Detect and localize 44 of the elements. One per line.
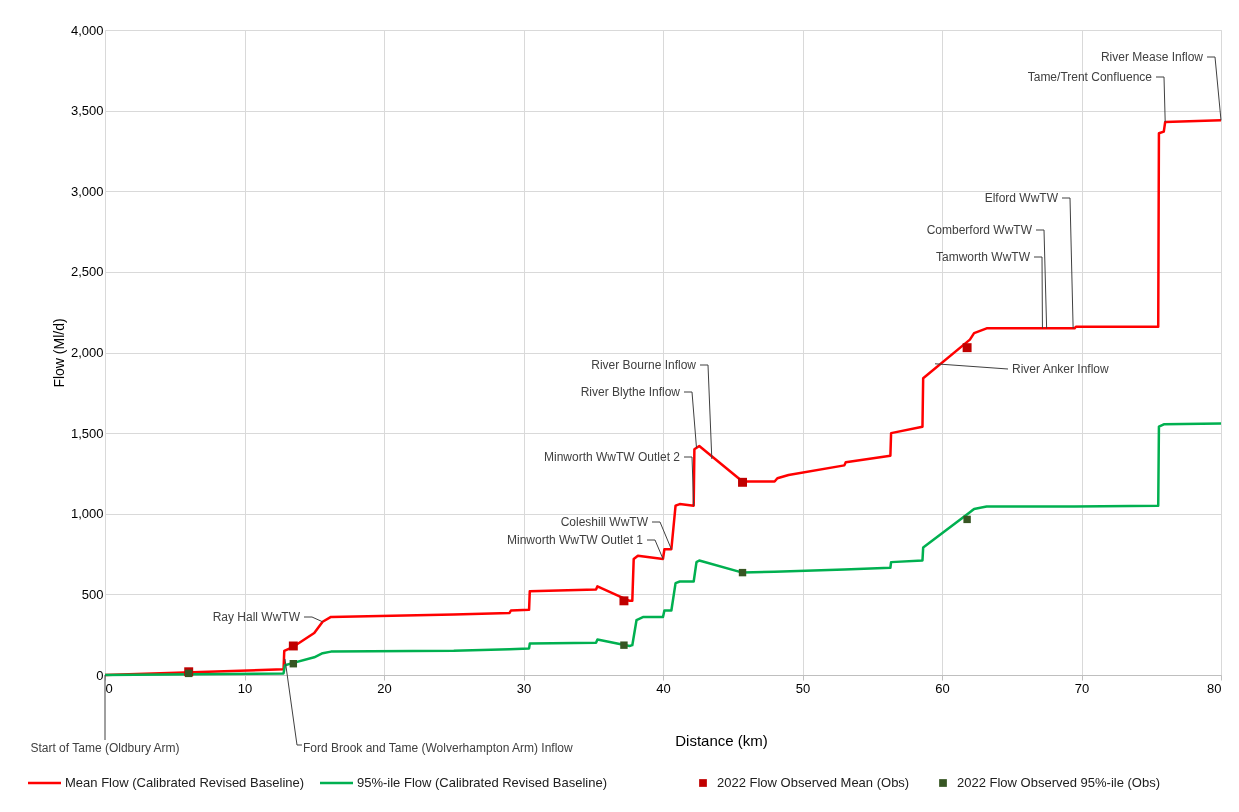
annotation: Tamworth WwTW bbox=[936, 250, 1031, 264]
point bbox=[620, 641, 628, 649]
y-tick-label: 1,000 bbox=[70, 506, 104, 522]
x-tick-label: 30 bbox=[516, 680, 532, 696]
annotation: River Blythe Inflow bbox=[580, 385, 681, 399]
annotation: Minworth WwTW Outlet 1 bbox=[506, 533, 644, 547]
legend-label: 95%-ile Flow (Calibrated Revised Baseline) bbox=[357, 775, 607, 790]
y-tick-label: 4,000 bbox=[70, 22, 104, 38]
y-tick-label: 3,500 bbox=[70, 103, 104, 119]
y-tick-label: 3,000 bbox=[70, 183, 104, 199]
annotation: Ford Brook and Tame (Wolverhampton Arm) Inflow bbox=[303, 741, 573, 755]
legend-label: 2022 Flow Observed 95%-ile (Obs) bbox=[957, 775, 1161, 790]
annotation: River Anker Inflow bbox=[1012, 362, 1110, 376]
legend-label: Mean Flow (Calibrated Revised Baseline) bbox=[65, 775, 305, 790]
annotation: Elford WwTW bbox=[984, 191, 1059, 205]
legend-label: 2022 Flow Observed Mean (Obs) bbox=[717, 775, 910, 790]
y-tick-label: 2,500 bbox=[70, 264, 104, 280]
point bbox=[962, 343, 972, 353]
x-tick-label: 50 bbox=[795, 680, 811, 696]
point bbox=[619, 596, 629, 606]
annotation: Tame/Trent Confluence bbox=[1027, 70, 1153, 84]
annotation: River Mease Inflow bbox=[1100, 50, 1204, 64]
y-tick-label: 2,000 bbox=[70, 345, 104, 360]
annotation: Coleshill WwTW bbox=[560, 515, 649, 529]
x-axis-title: Distance (km) bbox=[675, 731, 768, 749]
x-tick-label: 70 bbox=[1074, 680, 1090, 696]
x-tick-label: 20 bbox=[377, 680, 392, 696]
x-tick-label: 40 bbox=[656, 680, 671, 696]
y-axis-title: Flow (Ml/d) bbox=[50, 318, 67, 388]
point bbox=[288, 641, 298, 651]
annotation: Ray Hall WwTW bbox=[212, 610, 301, 624]
x-tick-label: 80 bbox=[1207, 680, 1222, 696]
y-tick-label: 0 bbox=[96, 667, 104, 683]
annotation: River Bourne Inflow bbox=[591, 358, 697, 372]
annotation: Minworth WwTW Outlet 2 bbox=[543, 450, 681, 464]
annotation: Comberford WwTW bbox=[926, 223, 1033, 237]
x-tick-label: 60 bbox=[935, 680, 950, 696]
y-tick-label: 1,500 bbox=[70, 425, 104, 441]
annotation: Start of Tame (Oldbury Arm) bbox=[30, 741, 180, 755]
line-series bbox=[103, 422, 1223, 677]
point bbox=[963, 515, 971, 524]
x-tick-label: 10 bbox=[237, 680, 253, 696]
y-tick-label: 500 bbox=[81, 586, 104, 602]
point bbox=[738, 477, 747, 487]
